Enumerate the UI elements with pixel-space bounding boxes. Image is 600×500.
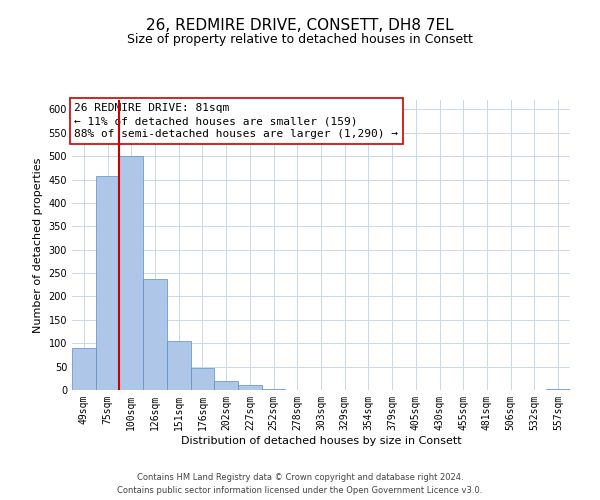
Y-axis label: Number of detached properties: Number of detached properties [33,158,43,332]
Bar [96,176,119,390]
Text: Size of property relative to detached houses in Consett: Size of property relative to detached ho… [127,32,473,46]
Bar [167,341,191,390]
Text: Contains public sector information licensed under the Open Government Licence v3: Contains public sector information licen… [118,486,482,495]
Bar [143,279,167,390]
Bar [238,385,262,390]
Bar [191,368,214,390]
Text: 26 REDMIRE DRIVE: 81sqm
← 11% of detached houses are smaller (159)
88% of semi-d: 26 REDMIRE DRIVE: 81sqm ← 11% of detache… [74,103,398,140]
Bar [262,389,286,390]
Bar [546,389,570,390]
Bar [119,156,143,390]
X-axis label: Distribution of detached houses by size in Consett: Distribution of detached houses by size … [181,436,461,446]
Text: 26, REDMIRE DRIVE, CONSETT, DH8 7EL: 26, REDMIRE DRIVE, CONSETT, DH8 7EL [146,18,454,32]
Bar [214,380,238,390]
Bar [72,348,96,390]
Text: Contains HM Land Registry data © Crown copyright and database right 2024.: Contains HM Land Registry data © Crown c… [137,474,463,482]
